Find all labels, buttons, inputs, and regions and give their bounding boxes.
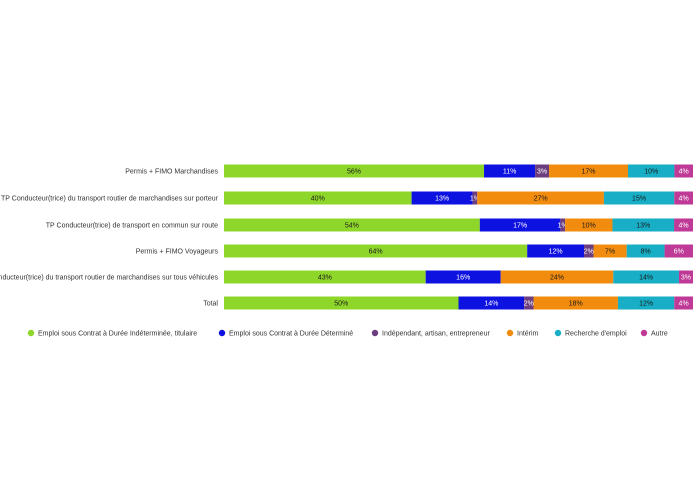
- bar-segment-emploi-sous-contrat-a-duree-indeterminee-titulaire-row-3: [224, 218, 480, 232]
- bar-segment-autre-row-1: [674, 164, 693, 178]
- data-label: 54%: [345, 223, 359, 230]
- bar-segment-autre-row-5: [678, 270, 693, 284]
- data-label: 1%: [558, 223, 568, 230]
- legend-label: Indépendant, artisan, entrepreneur: [382, 331, 490, 338]
- bar-segment-emploi-sous-contrat-a-duree-determine-row-1: [484, 164, 536, 178]
- data-label: 17%: [513, 223, 527, 230]
- data-label: 4%: [678, 223, 688, 230]
- bar-segment-emploi-sous-contrat-a-duree-determine-row-5: [425, 270, 501, 284]
- data-label: 3%: [537, 169, 547, 176]
- bar-segment-interim-row-4: [593, 244, 627, 258]
- bar-segment-independant-artisan-entrepreneur-row-1: [535, 164, 550, 178]
- data-label: 7%: [605, 249, 615, 256]
- data-label: 18%: [569, 301, 583, 308]
- data-label: 40%: [311, 196, 325, 203]
- legend-item-emploi-sous-contrat-a-duree-determine: Emploi sous Contrat à Durée Déterminé: [218, 329, 353, 338]
- category-label: Permis + FIMO Marchandises: [125, 169, 218, 176]
- data-label: 6%: [674, 249, 684, 256]
- data-label: 12%: [549, 249, 563, 256]
- data-label: 11%: [503, 169, 517, 176]
- bar-segment-emploi-sous-contrat-a-duree-determine-row-2: [411, 191, 473, 205]
- data-label: 2%: [584, 249, 594, 256]
- bar-segment-interim-row-5: [500, 270, 614, 284]
- category-label: Permis + FIMO Voyageurs: [136, 249, 219, 256]
- category-label: Total: [203, 301, 218, 308]
- legend-item-recherche-d-emploi: Recherche d'emploi: [554, 329, 627, 338]
- data-label: 13%: [636, 223, 650, 230]
- bar-segment-recherche-d-emploi-row-4: [626, 244, 665, 258]
- legend-label: Autre: [651, 331, 668, 338]
- legend-label: Recherche d'emploi: [565, 331, 627, 338]
- legend-swatch: [371, 329, 379, 337]
- data-label: 43%: [318, 275, 332, 282]
- bars-group: 56% 11% 3% 17% 10% 4% 40% 13% 1% 27% 15% 4% 54% 17% 1%…: [224, 164, 693, 310]
- legend-label: Emploi sous Contrat à Durée Indéterminée…: [38, 331, 197, 338]
- data-label: 4%: [679, 169, 689, 176]
- bar-segment-emploi-sous-contrat-a-duree-indeterminee-titulaire-row-2: [224, 191, 412, 205]
- bar-segment-emploi-sous-contrat-a-duree-indeterminee-titulaire-row-4: [224, 244, 528, 258]
- bar-segment-emploi-sous-contrat-a-duree-determine-row-6: [458, 296, 525, 310]
- bar-segment-autre-row-4: [664, 244, 693, 258]
- data-label: 50%: [334, 301, 348, 308]
- data-label: 14%: [484, 301, 498, 308]
- data-label: 16%: [456, 275, 470, 282]
- legend-swatch: [554, 329, 562, 337]
- data-label: 2%: [524, 301, 534, 308]
- bar-segment-interim-row-6: [533, 296, 618, 310]
- category-labels: Permis + FIMO Marchandises TP Conducteur(…: [0, 169, 219, 308]
- data-label: 24%: [550, 275, 564, 282]
- data-label: 17%: [582, 169, 596, 176]
- legend-item-autre: Autre: [640, 329, 668, 338]
- data-label: 27%: [534, 196, 548, 203]
- category-label: TP Conducteur(trice) du transport routie…: [1, 196, 219, 203]
- bar-segment-emploi-sous-contrat-a-duree-determine-row-4: [527, 244, 585, 258]
- data-label: 4%: [679, 196, 689, 203]
- legend-item-emploi-sous-contrat-a-duree-indeterminee-titulaire: Emploi sous Contrat à Durée Indéterminée…: [27, 329, 197, 338]
- bar-segment-recherche-d-emploi-row-5: [613, 270, 679, 284]
- legend: Emploi sous Contrat à Durée Indéterminée…: [27, 329, 668, 338]
- data-label: 12%: [639, 301, 653, 308]
- category-label: TP Conducteur(trice) du transport routie…: [0, 275, 218, 282]
- data-label: 13%: [435, 196, 449, 203]
- bar-segment-emploi-sous-contrat-a-duree-indeterminee-titulaire-row-1: [224, 164, 485, 178]
- bar-segment-interim-row-1: [549, 164, 628, 178]
- data-label: 15%: [632, 196, 646, 203]
- bar-segment-independant-artisan-entrepreneur-row-3: [560, 218, 566, 232]
- bar-segment-recherche-d-emploi-row-2: [603, 191, 675, 205]
- bar-segment-independant-artisan-entrepreneur-row-4: [584, 244, 594, 258]
- bar-segment-independant-artisan-entrepreneur-row-2: [472, 191, 478, 205]
- legend-swatch: [218, 329, 226, 337]
- bar-segment-recherche-d-emploi-row-3: [612, 218, 675, 232]
- data-label: 64%: [369, 249, 383, 256]
- bar-segment-interim-row-3: [565, 218, 613, 232]
- bar-segment-emploi-sous-contrat-a-duree-indeterminee-titulaire-row-5: [224, 270, 426, 284]
- legend-swatch: [506, 329, 514, 337]
- legend-label: Emploi sous Contrat à Durée Déterminé: [229, 331, 353, 338]
- bar-segment-recherche-d-emploi-row-1: [627, 164, 675, 178]
- legend-item-independant-artisan-entrepreneur: Indépendant, artisan, entrepreneur: [371, 329, 490, 338]
- legend-label: Intérim: [517, 331, 539, 338]
- data-label: 10%: [582, 223, 596, 230]
- data-label: 3%: [681, 275, 691, 282]
- bar-segment-autre-row-3: [674, 218, 693, 232]
- legend-item-interim: Intérim: [506, 329, 539, 338]
- data-label: 56%: [347, 169, 361, 176]
- bar-segment-emploi-sous-contrat-a-duree-determine-row-3: [479, 218, 561, 232]
- bar-segment-recherche-d-emploi-row-6: [617, 296, 675, 310]
- bar-segment-autre-row-2: [674, 191, 693, 205]
- data-label: 10%: [644, 169, 658, 176]
- bar-segment-autre-row-6: [674, 296, 693, 310]
- bar-segment-interim-row-2: [477, 191, 604, 205]
- bar-segment-emploi-sous-contrat-a-duree-indeterminee-titulaire-row-6: [224, 296, 459, 310]
- legend-swatch: [27, 329, 35, 337]
- data-label: 4%: [679, 301, 689, 308]
- bar-segment-independant-artisan-entrepreneur-row-6: [524, 296, 534, 310]
- legend-swatch: [640, 329, 648, 337]
- data-label: 8%: [641, 249, 651, 256]
- data-label: 14%: [639, 275, 653, 282]
- data-label: 1%: [470, 196, 480, 203]
- category-label: TP Conducteur(trice) de transport en com…: [46, 223, 218, 230]
